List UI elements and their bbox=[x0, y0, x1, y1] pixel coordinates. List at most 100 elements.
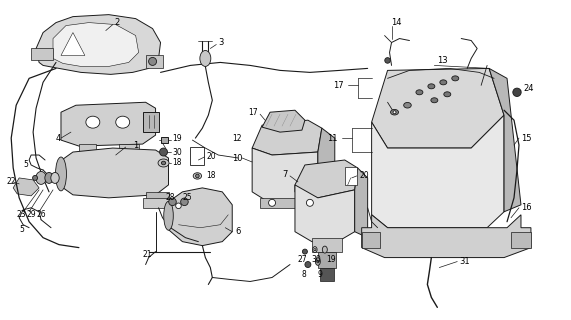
Ellipse shape bbox=[404, 102, 411, 108]
Ellipse shape bbox=[193, 173, 202, 179]
Polygon shape bbox=[79, 144, 96, 162]
Ellipse shape bbox=[431, 98, 438, 103]
Ellipse shape bbox=[444, 92, 451, 97]
Polygon shape bbox=[168, 188, 232, 246]
Ellipse shape bbox=[116, 116, 130, 128]
Text: 5: 5 bbox=[23, 160, 28, 170]
Text: 21: 21 bbox=[143, 250, 152, 259]
Text: 27: 27 bbox=[298, 255, 308, 264]
Text: 5: 5 bbox=[19, 225, 24, 234]
Text: 8: 8 bbox=[302, 270, 307, 279]
Ellipse shape bbox=[180, 198, 188, 206]
Text: 19: 19 bbox=[172, 133, 182, 143]
Text: 31: 31 bbox=[459, 257, 470, 266]
Polygon shape bbox=[146, 55, 163, 68]
Polygon shape bbox=[262, 110, 305, 132]
Polygon shape bbox=[489, 68, 521, 212]
Text: 3: 3 bbox=[218, 38, 224, 47]
Text: 30: 30 bbox=[312, 255, 321, 264]
Polygon shape bbox=[13, 178, 39, 196]
Text: 28: 28 bbox=[166, 193, 175, 202]
Ellipse shape bbox=[303, 249, 307, 254]
Ellipse shape bbox=[315, 258, 320, 265]
Polygon shape bbox=[295, 185, 355, 242]
Polygon shape bbox=[372, 68, 504, 148]
Polygon shape bbox=[318, 252, 336, 268]
Ellipse shape bbox=[196, 174, 199, 178]
Polygon shape bbox=[260, 198, 322, 208]
Text: 26: 26 bbox=[36, 210, 46, 219]
Polygon shape bbox=[59, 148, 168, 198]
Text: 11: 11 bbox=[327, 133, 338, 143]
Ellipse shape bbox=[168, 198, 176, 206]
Ellipse shape bbox=[305, 261, 311, 268]
Ellipse shape bbox=[385, 58, 391, 63]
Text: 16: 16 bbox=[521, 203, 532, 212]
Text: 6: 6 bbox=[235, 227, 240, 236]
Polygon shape bbox=[119, 144, 139, 162]
Ellipse shape bbox=[416, 90, 423, 95]
Polygon shape bbox=[61, 33, 85, 55]
Text: 23: 23 bbox=[16, 210, 26, 219]
Polygon shape bbox=[252, 120, 322, 155]
Text: 13: 13 bbox=[437, 56, 448, 65]
Ellipse shape bbox=[158, 159, 169, 167]
Ellipse shape bbox=[268, 199, 276, 206]
Ellipse shape bbox=[393, 111, 396, 114]
Bar bbox=[190, 147, 204, 165]
Ellipse shape bbox=[323, 246, 327, 253]
Text: 20: 20 bbox=[206, 151, 216, 161]
Ellipse shape bbox=[176, 203, 181, 209]
Text: 17: 17 bbox=[248, 108, 258, 117]
Ellipse shape bbox=[162, 161, 166, 165]
Polygon shape bbox=[31, 49, 53, 60]
Polygon shape bbox=[355, 168, 368, 238]
Text: 10: 10 bbox=[232, 154, 242, 163]
Text: 29: 29 bbox=[26, 210, 36, 219]
Polygon shape bbox=[295, 160, 357, 198]
Text: 14: 14 bbox=[392, 18, 402, 27]
Ellipse shape bbox=[200, 51, 211, 67]
Text: 17: 17 bbox=[333, 81, 344, 90]
Ellipse shape bbox=[513, 88, 521, 96]
Polygon shape bbox=[361, 215, 531, 258]
Polygon shape bbox=[252, 148, 318, 202]
Polygon shape bbox=[53, 23, 139, 67]
Polygon shape bbox=[36, 15, 160, 74]
Ellipse shape bbox=[55, 157, 66, 191]
Text: 18: 18 bbox=[172, 158, 182, 167]
Polygon shape bbox=[511, 232, 531, 248]
Text: 18: 18 bbox=[206, 172, 216, 180]
Text: 1: 1 bbox=[132, 140, 138, 149]
Text: 24: 24 bbox=[523, 84, 533, 93]
Polygon shape bbox=[61, 102, 155, 146]
Ellipse shape bbox=[148, 58, 156, 65]
Ellipse shape bbox=[307, 199, 313, 206]
Polygon shape bbox=[318, 128, 335, 198]
Text: 15: 15 bbox=[521, 133, 532, 143]
Polygon shape bbox=[143, 112, 159, 132]
Ellipse shape bbox=[159, 148, 167, 156]
Ellipse shape bbox=[33, 175, 38, 180]
Bar bbox=[320, 268, 334, 282]
Ellipse shape bbox=[317, 260, 319, 263]
Ellipse shape bbox=[51, 172, 59, 183]
Text: 30: 30 bbox=[172, 148, 182, 156]
Text: 25: 25 bbox=[183, 193, 192, 202]
Ellipse shape bbox=[36, 172, 46, 184]
Ellipse shape bbox=[86, 116, 100, 128]
Ellipse shape bbox=[314, 249, 316, 251]
Ellipse shape bbox=[45, 172, 53, 183]
Ellipse shape bbox=[164, 201, 173, 230]
Polygon shape bbox=[312, 238, 342, 252]
Ellipse shape bbox=[391, 109, 399, 115]
Bar bbox=[345, 167, 357, 185]
Text: 19: 19 bbox=[326, 255, 335, 264]
Text: 7: 7 bbox=[283, 171, 288, 180]
Text: 22: 22 bbox=[6, 177, 16, 187]
Polygon shape bbox=[146, 192, 168, 200]
Polygon shape bbox=[143, 198, 172, 208]
Text: 2: 2 bbox=[115, 18, 120, 27]
Text: 12: 12 bbox=[233, 133, 242, 143]
Polygon shape bbox=[361, 232, 380, 248]
